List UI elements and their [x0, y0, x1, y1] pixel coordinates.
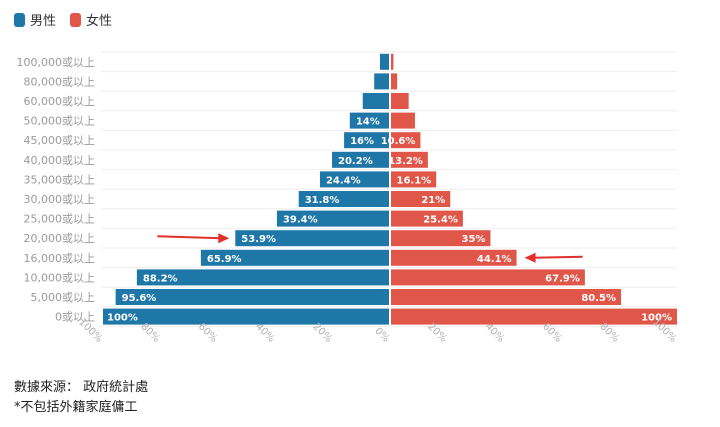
data-label-male: 31.8%: [305, 195, 340, 206]
bar-male: [103, 308, 390, 325]
data-label-male: 88.2%: [143, 273, 178, 284]
category-label: 35,000或以上: [24, 173, 96, 186]
population-pyramid-chart: 100,000或以上 80,000或以上 60,000或以上 50,000或以上 14%…: [17, 51, 678, 345]
legend-label-male: 男性: [30, 14, 57, 29]
bar-male: [298, 191, 390, 207]
category-label: 100,000或以上: [17, 56, 96, 69]
legend-swatch-male: [14, 12, 25, 27]
data-label-male: 100%: [107, 313, 138, 324]
legend-item-female[interactable]: 女性: [70, 10, 112, 29]
bar-female: [390, 191, 451, 207]
category-label: 5,000或以上: [31, 291, 96, 304]
category-label: 20,000或以上: [24, 232, 96, 245]
x-tick-label: 20%: [425, 321, 449, 345]
data-label-female: 21%: [421, 195, 445, 206]
category-label: 50,000或以上: [24, 115, 96, 128]
legend-swatch-female: [70, 12, 82, 27]
data-label-female: 13.2%: [388, 156, 423, 167]
bar-male: [362, 93, 390, 109]
category-label: 30,000或以上: [24, 193, 96, 206]
bar-female: [390, 73, 398, 90]
bar-female: [390, 230, 491, 247]
legend: 男性 女性: [14, 10, 112, 29]
x-tick-label: 60%: [196, 321, 220, 345]
bar-male: [374, 73, 390, 90]
category-label: 60,000或以上: [24, 95, 96, 108]
bar-male: [200, 249, 390, 266]
bar-male: [115, 289, 391, 305]
bar-female: [390, 171, 437, 188]
bar-female: [390, 289, 622, 305]
data-label-female: 25.4%: [423, 215, 458, 226]
annotation-arrowhead-female: [524, 252, 536, 263]
bar-female: [390, 93, 409, 109]
category-label: 40,000或以上: [24, 154, 96, 167]
category-label: 16,000或以上: [24, 252, 96, 265]
bar-male: [276, 210, 390, 227]
bar-female: [390, 53, 394, 70]
bar-female: [390, 308, 677, 325]
data-label-female: 35%: [462, 234, 486, 245]
category-label: 25,000或以上: [24, 213, 96, 226]
category-label: 10,000或以上: [24, 271, 96, 284]
x-tick-label: 20%: [311, 321, 335, 345]
annotation-arrow-female: [532, 255, 583, 259]
category-label: 0或以上: [55, 311, 95, 324]
bar-female: [390, 132, 421, 149]
bar-female: [390, 112, 415, 129]
footnotes: 數據來源： 政府統計處 *不包括外籍家庭傭工: [14, 378, 148, 418]
bar-female: [390, 151, 428, 168]
data-label-female: 100%: [641, 313, 672, 324]
data-label-male: 95.6%: [122, 293, 157, 304]
bar-female: [390, 249, 517, 266]
bar-female: [390, 210, 463, 227]
bar-male: [344, 132, 390, 149]
bar-male: [332, 151, 390, 168]
x-tick-label: 0%: [372, 326, 391, 345]
bar-male: [319, 171, 390, 188]
legend-item-male[interactable]: 男性: [14, 10, 56, 29]
data-label-male: 53.9%: [241, 234, 276, 245]
data-label-male: 39.4%: [283, 215, 318, 226]
x-tick-label: 80%: [598, 321, 622, 345]
data-label-male: 24.4%: [326, 175, 361, 186]
data-label-female: 16.1%: [397, 175, 432, 186]
bar-male: [235, 230, 390, 247]
source-text: 數據來源： 政府統計處: [14, 380, 149, 395]
data-label-female: 10.6%: [381, 136, 416, 147]
x-tick-label: 40%: [483, 321, 507, 345]
bar-male: [349, 112, 390, 129]
data-label-male: 16%: [350, 136, 374, 147]
bar-female: [390, 269, 585, 286]
bar-male: [379, 53, 390, 70]
x-tick-label: 60%: [540, 321, 564, 345]
category-label: 80,000或以上: [24, 75, 96, 88]
data-label-female: 80.5%: [581, 293, 616, 304]
annotation-arrow-male: [157, 235, 222, 240]
data-label-male: 14%: [356, 117, 380, 128]
annotation-arrowhead-male: [218, 233, 230, 244]
data-label-male: 65.9%: [207, 254, 242, 265]
x-tick-label: 40%: [253, 321, 277, 345]
x-tick-label: 80%: [138, 321, 162, 345]
data-label-male: 20.2%: [338, 156, 373, 167]
bar-male: [136, 269, 390, 286]
note-text: *不包括外籍家庭傭工: [14, 400, 138, 415]
category-label: 45,000或以上: [24, 134, 96, 147]
legend-label-female: 女性: [86, 14, 113, 29]
data-label-female: 44.1%: [477, 254, 512, 265]
data-label-female: 67.9%: [545, 273, 580, 284]
